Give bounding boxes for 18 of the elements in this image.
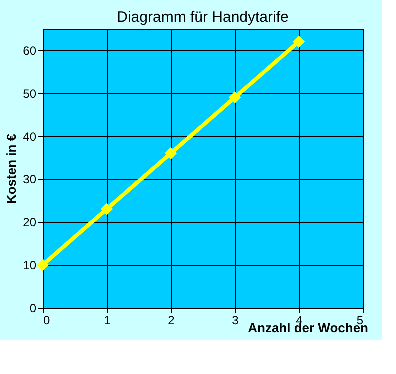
point (292, 36, 306, 48)
x-tick-label: 1 (104, 314, 112, 328)
point (100, 203, 114, 216)
y-tick-label: 10 (23, 258, 37, 273)
y-tick-label: 20 (23, 216, 37, 230)
y-tick-label: 40 (23, 130, 37, 144)
y-tick-label: 60 (23, 44, 37, 58)
point (36, 258, 50, 272)
y-tick-label: 30 (23, 172, 37, 187)
y-axis-title: Kosten in € (4, 134, 20, 204)
point (228, 92, 242, 104)
point (164, 147, 178, 160)
x-tick-label: 3 (232, 314, 240, 328)
x-tick-label: 2 (168, 314, 176, 328)
x-tick-label: 0 (44, 314, 50, 328)
chart-title: Diagramm für Handytarife (117, 9, 289, 26)
y-tick-label: 50 (23, 86, 37, 101)
y-tick-label: 0 (30, 302, 37, 316)
